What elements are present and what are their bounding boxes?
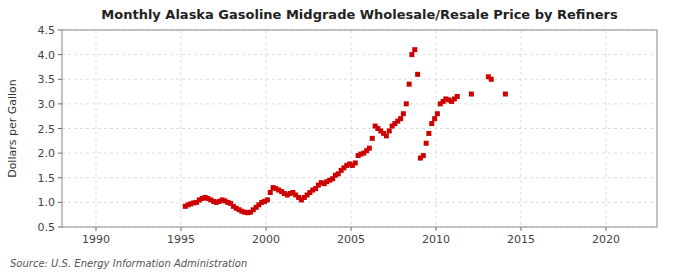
x-tick-label: 1995 <box>167 233 195 246</box>
point <box>421 153 426 158</box>
point <box>409 52 414 57</box>
point <box>367 146 372 151</box>
x-tick-label: 1990 <box>82 233 110 246</box>
chart: 1990 1995 2000 2005 2010 2015 2020 0.5 1.0 1.5 2.0… <box>0 0 675 275</box>
y-tick <box>58 128 62 129</box>
y-grid-line <box>62 128 657 129</box>
x-tick-label: 2010 <box>422 233 450 246</box>
point <box>387 128 392 133</box>
point <box>370 136 375 141</box>
x-grid-line <box>181 30 182 227</box>
y-tick-label: 3.5 <box>38 73 56 86</box>
point <box>435 111 440 116</box>
point <box>432 116 437 121</box>
point <box>398 116 403 121</box>
x-tick-label: 2005 <box>337 233 365 246</box>
x-tick <box>521 227 522 231</box>
y-tick <box>58 30 62 31</box>
title: Monthly Alaska Gasoline Midgrade Wholesa… <box>101 7 618 22</box>
x-tick <box>606 227 607 231</box>
x-tick-label: 2020 <box>592 233 620 246</box>
point <box>424 141 429 146</box>
x-tick <box>181 227 182 231</box>
y-tick <box>58 153 62 154</box>
x-tick <box>96 227 97 231</box>
y-tick-label: 1.5 <box>38 172 56 185</box>
point <box>415 72 420 77</box>
y-tick <box>58 79 62 80</box>
x-tick <box>351 227 352 231</box>
point <box>401 111 406 116</box>
point <box>404 101 409 106</box>
point <box>265 197 270 202</box>
x-tick-label: 2015 <box>507 233 535 246</box>
point <box>426 131 431 136</box>
source-note: Source: U.S. Energy Information Administ… <box>10 258 247 269</box>
y-tick-label: 2.5 <box>38 123 56 136</box>
y-tick-label: 1.0 <box>38 196 56 209</box>
y-tick <box>58 202 62 203</box>
point <box>407 82 412 87</box>
y-grid-line <box>62 202 657 203</box>
y-tick <box>58 103 62 104</box>
y-tick-label: 4.5 <box>38 24 56 37</box>
point <box>503 92 508 97</box>
point <box>469 92 474 97</box>
point <box>268 190 273 195</box>
grid <box>62 30 657 227</box>
y-axis-label: Dollars per Gallon <box>6 79 19 178</box>
y-tick-label: 0.5 <box>38 221 56 234</box>
y-tick-label: 3.0 <box>38 98 56 111</box>
y-grid-line <box>62 54 657 55</box>
plot-frame <box>62 30 657 227</box>
y-tick-label: 2.0 <box>38 147 56 160</box>
y-grid-line <box>62 177 657 178</box>
x-grid-line <box>606 30 607 227</box>
point <box>455 94 460 99</box>
x-grid-line <box>96 30 97 227</box>
point <box>429 121 434 126</box>
point <box>384 133 389 138</box>
y-grid-line <box>62 79 657 80</box>
axes: 1990 1995 2000 2005 2010 2015 2020 0.5 1.0 1.5 2.0… <box>38 24 621 246</box>
x-tick <box>436 227 437 231</box>
point <box>353 160 358 165</box>
y-tick <box>58 177 62 178</box>
y-tick <box>58 54 62 55</box>
y-grid-line <box>62 103 657 104</box>
point <box>412 47 417 52</box>
point <box>489 77 494 82</box>
x-tick-label: 2000 <box>252 233 280 246</box>
y-tick <box>58 227 62 228</box>
points <box>183 47 508 215</box>
plot-area <box>62 30 657 227</box>
x-tick <box>266 227 267 231</box>
y-tick-label: 4.0 <box>38 49 56 62</box>
